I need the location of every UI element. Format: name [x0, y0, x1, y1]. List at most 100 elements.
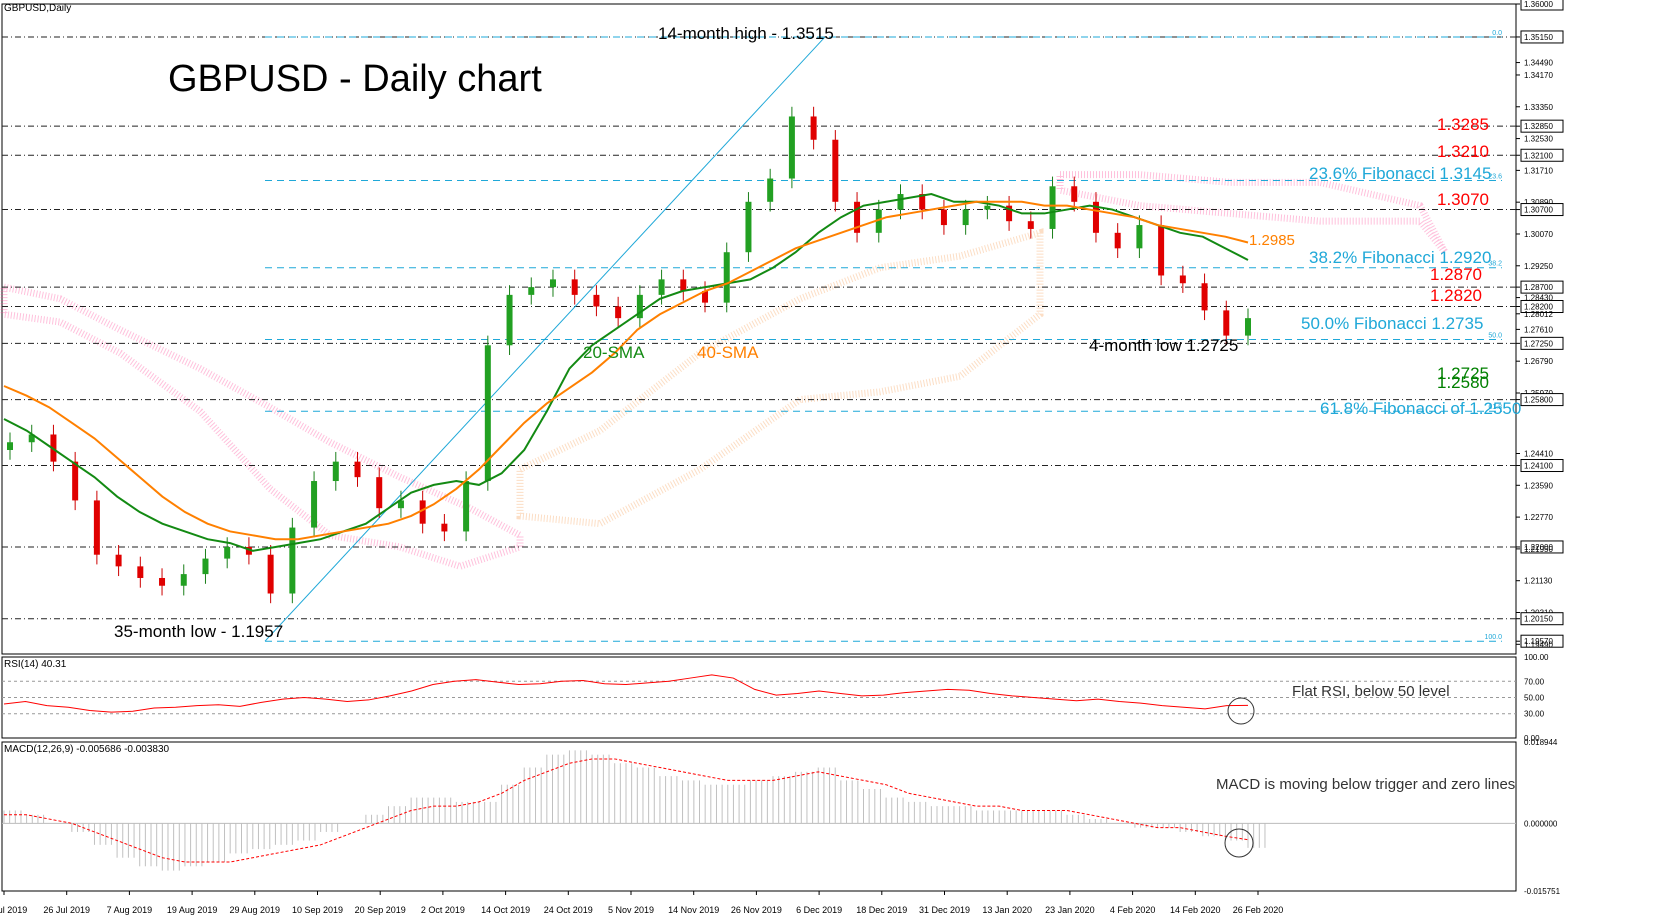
candle-body: [528, 287, 535, 295]
macd-tick-label: 0.018944: [1524, 738, 1558, 747]
fib-tag-3: 50.0: [1488, 332, 1502, 339]
candle-body: [767, 178, 774, 202]
price-tick-label: 1.20150: [1524, 615, 1553, 624]
date-tick-label: 29 Aug 2019: [230, 905, 281, 915]
date-tick-label: 14 Feb 2020: [1170, 905, 1221, 915]
macd-tick-label: -0.015751: [1524, 887, 1561, 896]
price-tick-label: 1.30700: [1524, 206, 1553, 215]
price-tag-box: [1520, 0, 1564, 11]
level-1-3285: 1.3285: [1437, 115, 1489, 134]
date-tick-label: 14 Nov 2019: [668, 905, 719, 915]
candle-body: [180, 574, 187, 586]
price-tick-label: 1.27250: [1524, 339, 1553, 348]
candle-body: [897, 194, 904, 210]
rsi-title: RSI(14) 40.31: [4, 659, 67, 670]
rsi-highlight-circle: [1227, 697, 1255, 725]
sma20-annotation: 20-SMA: [583, 343, 645, 362]
level-1-2870: 1.2870: [1430, 265, 1482, 284]
cloud-bear-1: [0, 282, 524, 571]
price-tick-label: 1.31710: [1524, 166, 1553, 175]
date-tick-label: 26 Nov 2019: [731, 905, 782, 915]
macd-tick-label: 0.000000: [1524, 819, 1558, 828]
date-tick-label: 13 Jan 2020: [982, 905, 1032, 915]
fib-50-label: 50.0% Fibonacci 1.2735: [1301, 314, 1484, 333]
fib-23-label: 23.6% Fibonacci 1.3145: [1309, 164, 1492, 183]
candle-body: [723, 252, 730, 303]
price-tick-label: 1.22770: [1524, 513, 1553, 522]
date-tick-label: 16 Jul 2019: [0, 905, 27, 915]
candle-body: [1006, 205, 1013, 222]
candle-body: [615, 306, 622, 319]
candle-body: [810, 116, 817, 140]
candle-body: [593, 294, 600, 307]
price-tick-label: 1.33350: [1524, 103, 1553, 112]
price-tick-label: 1.28430: [1524, 294, 1553, 303]
price-tag-box: [1520, 203, 1564, 217]
candle-body: [1092, 201, 1099, 233]
candle-body: [1158, 225, 1165, 276]
price-tick-label: 1.35150: [1524, 33, 1553, 42]
candle-body: [962, 209, 969, 226]
price-tick-label: 1.29250: [1524, 262, 1553, 271]
candle-body: [1114, 232, 1121, 249]
candle-body: [289, 527, 296, 594]
date-tick-label: 14 Oct 2019: [481, 905, 530, 915]
high-annotation: 14-month high - 1.3515: [658, 24, 834, 43]
level-1-3070: 1.3070: [1437, 190, 1489, 209]
price-tick-label: 1.34170: [1524, 71, 1553, 80]
price-tick-label: 1.24410: [1524, 449, 1553, 458]
price-tag-box: [1520, 119, 1564, 133]
price-tick-label: 1.32850: [1524, 122, 1553, 131]
price-tick-label: 1.32530: [1524, 135, 1553, 144]
candle-body: [571, 279, 578, 295]
symbol-label: GBPUSD,Daily: [4, 3, 72, 14]
fib-tag-5: 100.0: [1484, 634, 1502, 641]
candle-body: [376, 477, 383, 509]
candle-body: [1245, 318, 1251, 336]
price-tick-label: 1.26790: [1524, 357, 1553, 366]
low-35m-annotation: 35-month low - 1.1957: [114, 622, 284, 641]
date-tick-label: 5 Nov 2019: [608, 905, 654, 915]
candle-body: [854, 201, 861, 233]
date-tick-label: 20 Sep 2019: [355, 905, 406, 915]
price-tick-label: 1.23590: [1524, 481, 1553, 490]
level-1-2820: 1.2820: [1430, 286, 1482, 305]
fib-tag-0: 0.0: [1492, 30, 1502, 37]
price-tag-box: [1520, 30, 1564, 44]
price-tag-box: [1520, 300, 1564, 314]
date-tick-label: 19 Aug 2019: [167, 905, 218, 915]
price-tick-label: 1.30890: [1524, 198, 1553, 207]
candle-body: [463, 481, 470, 532]
candle-body: [680, 279, 687, 291]
candle-body: [1027, 221, 1034, 229]
candle-body: [658, 279, 665, 295]
candle-body: [441, 523, 448, 532]
rsi-tick-label: 50.00: [1524, 694, 1545, 703]
sma40-annotation: 40-SMA: [697, 343, 759, 362]
date-tick-label: 23 Jan 2020: [1045, 905, 1095, 915]
fib-trendline: [264, 36, 826, 642]
candle-body: [224, 546, 231, 559]
candle-body: [1223, 310, 1230, 336]
price-tick-label: 1.19490: [1524, 640, 1553, 649]
rsi-tick-label: 100.00: [1524, 653, 1549, 662]
level-1-3210: 1.3210: [1437, 142, 1489, 161]
candle-body: [115, 554, 122, 567]
date-tick-label: 24 Oct 2019: [544, 905, 593, 915]
date-tick-label: 26 Feb 2020: [1233, 905, 1284, 915]
price-tick-label: 1.34490: [1524, 59, 1553, 68]
macd-signal-line: [4, 758, 1249, 863]
rsi-tick-label: 70.00: [1524, 677, 1545, 686]
rsi-annotation: Flat RSI, below 50 level: [1292, 683, 1450, 700]
candle-body: [984, 205, 991, 210]
candle-body: [506, 294, 513, 346]
price-tag-box: [1520, 612, 1564, 626]
candle-body: [267, 554, 274, 594]
candle-body: [745, 201, 752, 253]
candle-body: [1201, 283, 1208, 311]
date-tick-label: 7 Aug 2019: [107, 905, 153, 915]
candle-body: [1136, 225, 1143, 249]
price-tick-label: 1.21130: [1524, 577, 1553, 586]
fib-tag-2: 38.2: [1488, 261, 1502, 268]
